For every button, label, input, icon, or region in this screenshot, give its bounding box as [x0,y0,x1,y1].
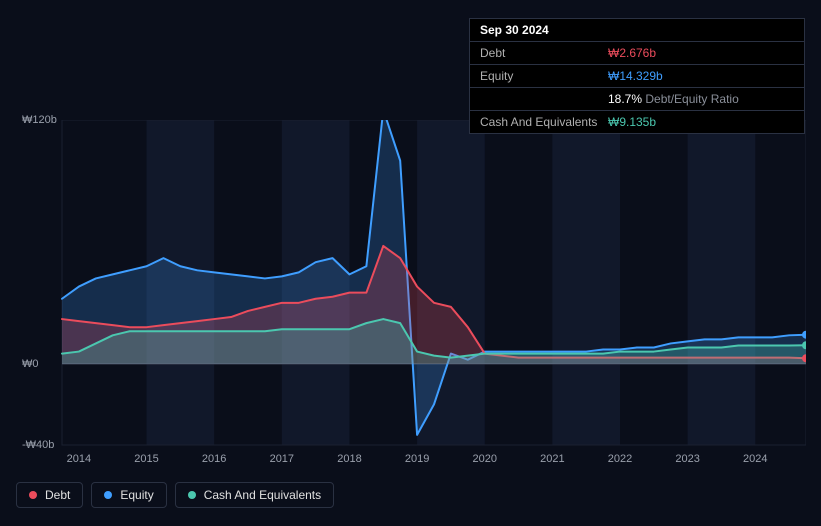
info-label [480,92,608,106]
info-row: 18.7% Debt/Equity Ratio [470,88,804,111]
info-value: ₩9.135b [608,115,794,129]
x-axis-label: 2016 [202,453,226,465]
info-value: ₩14.329b [608,69,794,83]
legend-label: Equity [120,488,153,502]
y-axis-label: ₩120b [22,114,57,126]
info-value: ₩2.676b [608,46,794,60]
info-date: Sep 30 2024 [480,23,549,37]
x-axis-label: 2018 [337,453,361,465]
legend-dot-icon [29,491,37,499]
legend-label: Cash And Equivalents [204,488,321,502]
legend-item[interactable]: Debt [16,482,83,508]
info-label: Cash And Equivalents [480,115,608,129]
info-label: Debt [480,46,608,60]
legend-dot-icon [188,491,196,499]
legend-label: Debt [45,488,70,502]
info-box: Sep 30 2024 Debt₩2.676bEquity₩14.329b18.… [469,18,805,134]
x-axis-label: 2017 [270,453,294,465]
chart: ₩120b₩0-₩40b2014201520162017201820192020… [16,120,806,470]
x-axis-label: 2014 [67,453,91,465]
x-axis-label: 2024 [743,453,767,465]
info-row: Cash And Equivalents₩9.135b [470,111,804,133]
info-row: Debt₩2.676b [470,42,804,65]
y-axis-label: ₩0 [22,358,39,370]
legend-item[interactable]: Equity [91,482,166,508]
info-label: Equity [480,69,608,83]
legend-item[interactable]: Cash And Equivalents [175,482,334,508]
x-axis-label: 2021 [540,453,564,465]
info-row: Equity₩14.329b [470,65,804,88]
legend-dot-icon [104,491,112,499]
y-axis-label: -₩40b [22,439,54,451]
x-axis-label: 2020 [472,453,496,465]
info-value: 18.7% Debt/Equity Ratio [608,92,794,106]
x-axis-label: 2015 [134,453,158,465]
info-date-row: Sep 30 2024 [470,19,804,42]
x-axis-label: 2022 [608,453,632,465]
x-axis-label: 2023 [675,453,699,465]
info-suffix: Debt/Equity Ratio [642,92,739,106]
legend: Debt Equity Cash And Equivalents [16,482,334,508]
x-axis-label: 2019 [405,453,429,465]
